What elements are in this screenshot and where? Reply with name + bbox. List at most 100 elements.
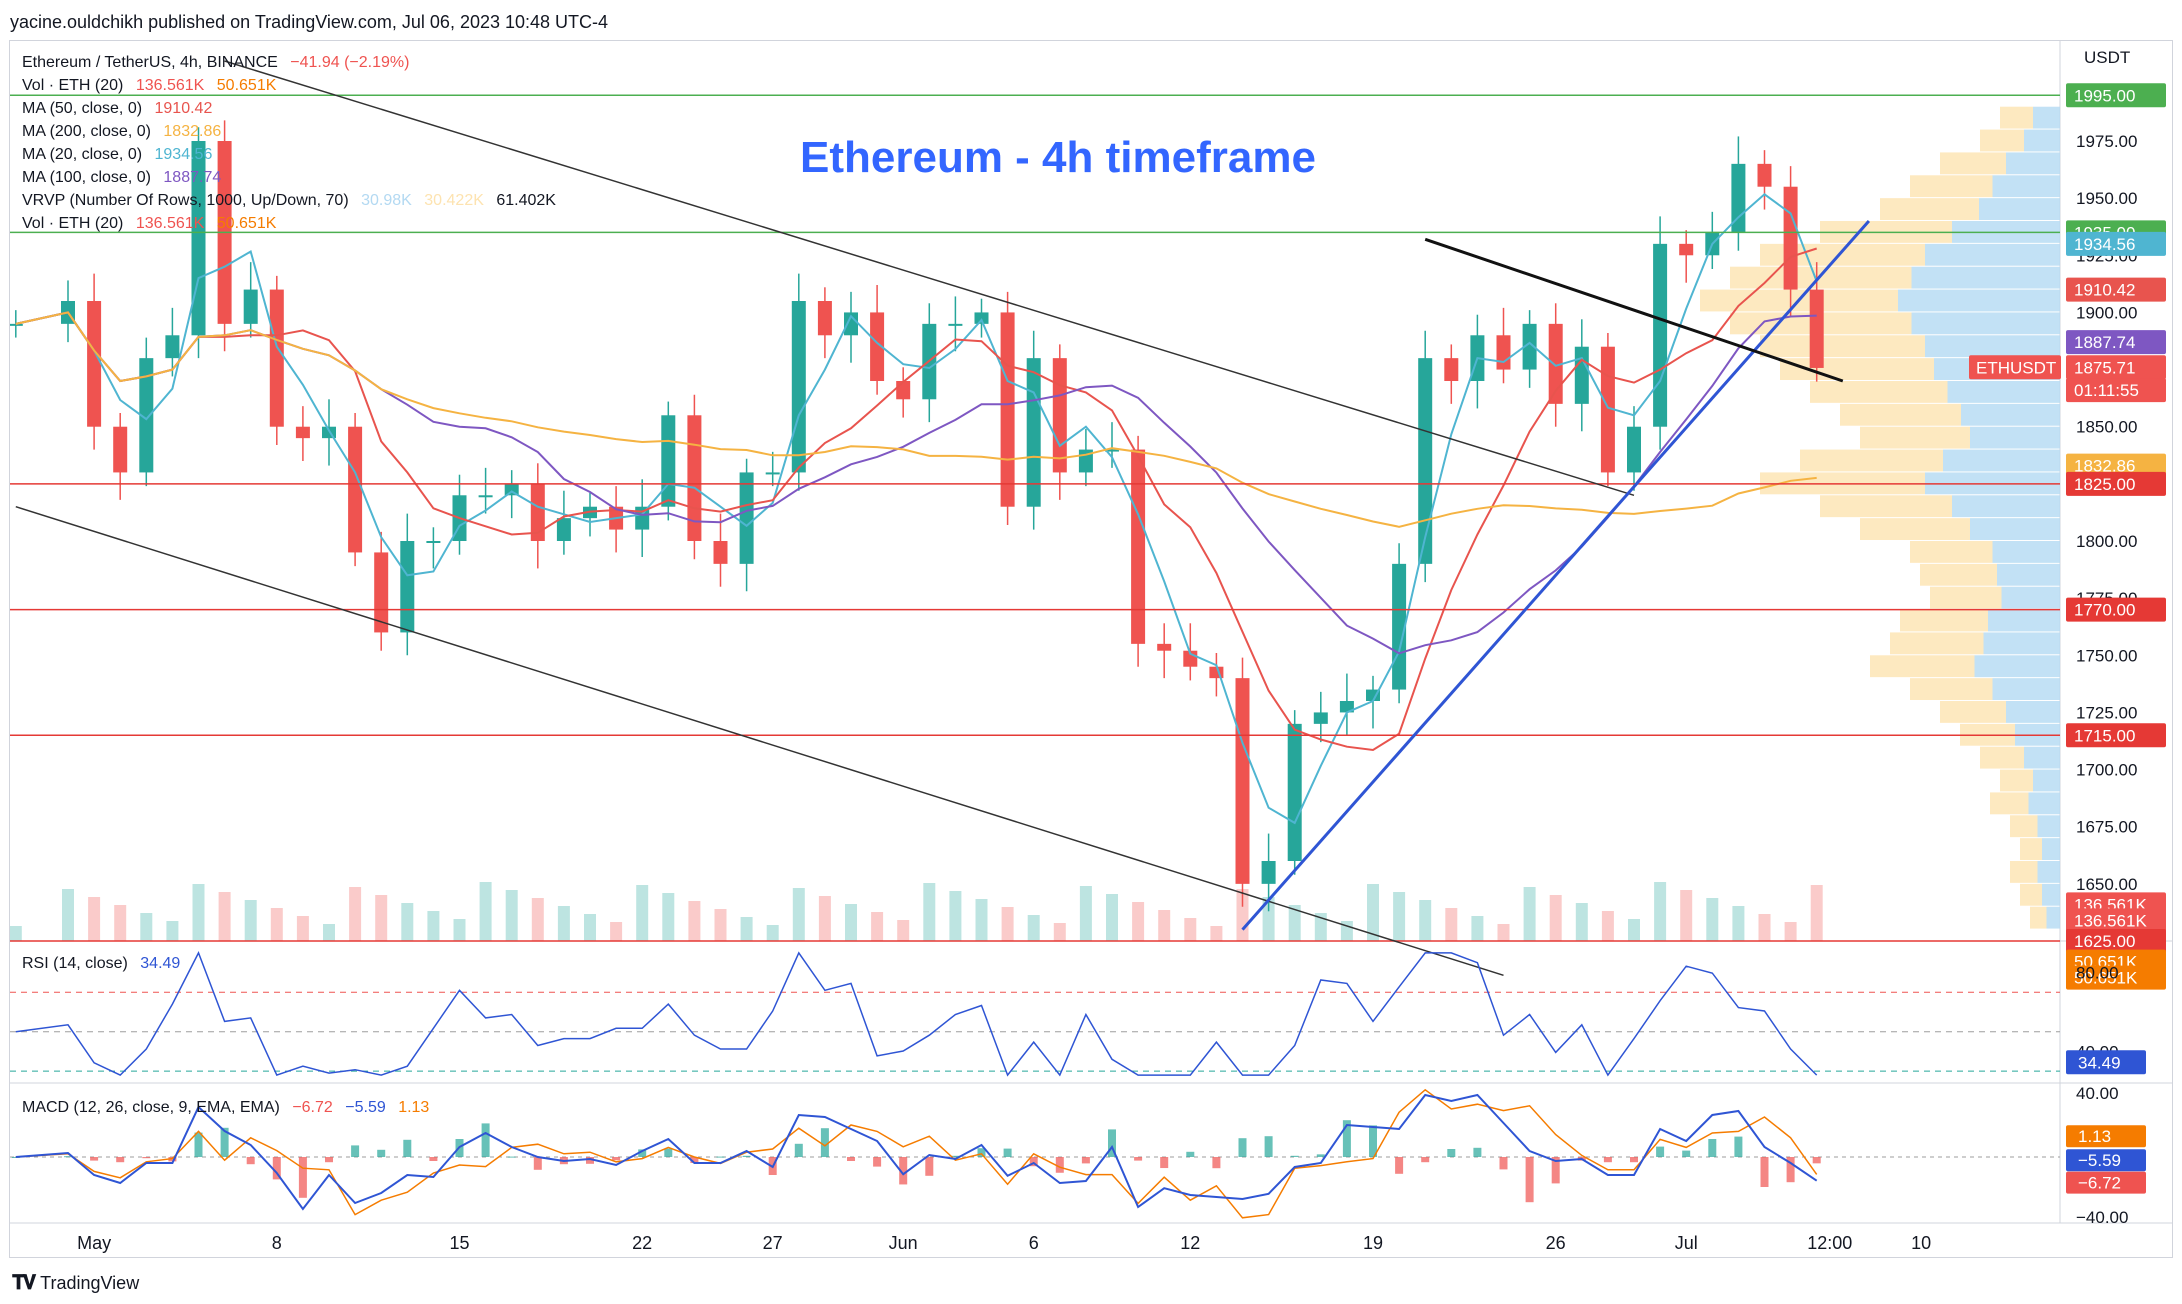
- candle-body-28: [765, 472, 780, 475]
- macd-histogram-bar-68: [1812, 1157, 1821, 1164]
- candle-body-30: [817, 301, 832, 336]
- vol-bottom-value-1: 136.561K: [135, 215, 205, 232]
- macd-histogram-bar-0: [11, 1157, 20, 1158]
- axis-badge-bg-15: [2066, 929, 2166, 953]
- time-axis-label: 12:00: [1807, 1233, 1852, 1253]
- macd-histogram-bar-48: [1290, 1155, 1299, 1157]
- vrvp-value-1: 30.98K: [361, 192, 412, 209]
- volume-bar-44: [1184, 918, 1197, 941]
- symbol-price-badge: ETHUSDT: [1976, 358, 2056, 377]
- candle-body-39: [1052, 358, 1067, 473]
- vrvp-row-19: [1910, 541, 1993, 563]
- vrvp-up-row-7: [1911, 266, 2060, 289]
- axis-badge-bg-7: [2066, 355, 2166, 380]
- macd-histogram-bar-58: [1551, 1157, 1560, 1184]
- macd-histogram-bar-65: [1734, 1136, 1743, 1157]
- volume-bar-7: [218, 892, 231, 941]
- axis-badge-10: 1825.00: [2074, 475, 2135, 494]
- candle-body-19: [530, 483, 545, 541]
- macd-value-1: −6.72: [292, 1099, 333, 1116]
- volume-bar-32: [871, 912, 884, 941]
- vrvp-up-row-30: [2028, 792, 2060, 815]
- candle-body-0: [10, 323, 23, 326]
- axis-badge-bg-1: [2066, 83, 2166, 108]
- legend-vol-bottom-row[interactable]: Vol · ETH (20) 136.561K 50.651K: [22, 212, 556, 235]
- candle-body-59: [1574, 346, 1589, 404]
- macd-histogram-bar-52: [1395, 1157, 1404, 1174]
- axis-badge-11: 1770.00: [2074, 601, 2135, 620]
- macd-histogram-bar-24: [664, 1148, 673, 1157]
- legend-vol-top-row[interactable]: Vol · ETH (20) 136.561K 50.651K: [22, 74, 556, 97]
- axis-badge-3: 1934.56: [2074, 235, 2135, 254]
- time-axis-label: 6: [1029, 1233, 1039, 1253]
- volume-bar-47: [1262, 897, 1275, 941]
- vrvp-up-row-29: [2033, 769, 2060, 792]
- volume-bar-57: [1523, 887, 1536, 941]
- legend-ma200-row[interactable]: MA (200, close, 0) 1832.86: [22, 120, 556, 143]
- vrvp-row-34: [2020, 883, 2042, 906]
- vol-top-value-1: 136.561K: [135, 77, 205, 94]
- axis-badge-14: 136.561K: [2074, 911, 2147, 930]
- macd-histogram-bar-47: [1264, 1136, 1273, 1157]
- legend-vrvp-row[interactable]: VRVP (Number Of Rows, 1000, Up/Down, 70)…: [22, 189, 556, 212]
- candle-body-38: [1026, 358, 1041, 507]
- candle-body-62: [1653, 243, 1668, 427]
- volume-bar-65: [1732, 906, 1745, 941]
- macd-histogram-bar-15: [429, 1157, 438, 1161]
- volume-bar-0: [10, 926, 22, 941]
- volume-bar-66: [1758, 914, 1771, 941]
- volume-bar-58: [1549, 895, 1562, 941]
- vrvp-row-32: [2020, 838, 2042, 860]
- ma100-line: [15, 311, 1817, 655]
- chart-canvas[interactable]: 1650.001675.001700.001725.001750.001775.…: [10, 41, 2173, 1258]
- volume-bar-23: [636, 885, 649, 941]
- trendline-channel-lower: [15, 505, 1504, 977]
- vrvp-up-row-3: [1992, 175, 2060, 198]
- axis-badge-bg-5: [2066, 330, 2166, 355]
- macd-histogram-bar-34: [925, 1157, 934, 1176]
- candle-body-46: [1235, 678, 1250, 884]
- macd-histogram-bar-53: [1421, 1157, 1430, 1163]
- tradingview-logo-icon: 𝐓𝐕: [12, 1272, 36, 1294]
- annotation-title[interactable]: Ethereum - 4h timeframe: [800, 133, 1316, 182]
- tradingview-logo[interactable]: 𝐓𝐕 TradingView: [12, 1272, 139, 1295]
- time-axis-label: 12: [1180, 1233, 1200, 1253]
- macd-histogram-bar-61: [1630, 1157, 1638, 1163]
- candle-body-9: [269, 289, 284, 427]
- candle-body-6: [191, 141, 206, 336]
- volume-bar-15: [427, 911, 440, 941]
- legend-ma20-row[interactable]: MA (20, close, 0) 1934.56: [22, 143, 556, 166]
- volume-bar-2: [88, 897, 101, 941]
- volume-bar-64: [1706, 898, 1719, 941]
- legend-ma50-row[interactable]: MA (50, close, 0) 1910.42: [22, 97, 556, 120]
- candle-body-20: [556, 518, 571, 541]
- brand-text: TradingView: [40, 1273, 140, 1293]
- legend-ma100-row[interactable]: MA (100, close, 0) 1887.74: [22, 166, 556, 189]
- vrvp-up-row-34: [2042, 883, 2060, 906]
- axis-badge-bg-11: [2066, 597, 2166, 622]
- volume-bar-24: [662, 893, 675, 941]
- candle-body-48: [1287, 723, 1302, 861]
- volume-bar-4: [140, 913, 153, 941]
- candle-body-51: [1366, 689, 1380, 701]
- candle-body-54: [1444, 358, 1459, 381]
- vrvp-up-row-19: [1992, 541, 2060, 563]
- ma20-label: MA (20, close, 0): [22, 146, 143, 163]
- volume-bar-56: [1497, 924, 1510, 941]
- macd-histogram-bar-6: [194, 1132, 203, 1157]
- macd-histogram-bar-30: [820, 1128, 829, 1157]
- macd-value-2: −5.59: [345, 1099, 386, 1116]
- macd-histogram-bar-26: [716, 1156, 725, 1158]
- volume-bar-11: [323, 924, 335, 941]
- macd-histogram-bar-2: [90, 1157, 99, 1161]
- macd-histogram-bar-41: [1108, 1129, 1116, 1157]
- vrvp-row-35: [2030, 906, 2047, 929]
- vrvp-up-row-28: [2024, 746, 2060, 769]
- candle-body-53: [1418, 358, 1433, 564]
- macd-badge-2: −6.72: [2078, 1174, 2121, 1193]
- chart-frame[interactable]: 1650.001675.001700.001725.001750.001775.…: [9, 40, 2173, 1258]
- vol-bottom-value-2: 50.651K: [216, 215, 277, 232]
- volume-bar-20: [557, 906, 570, 941]
- volume-bar-55: [1471, 916, 1484, 941]
- macd-histogram-bar-17: [481, 1123, 490, 1157]
